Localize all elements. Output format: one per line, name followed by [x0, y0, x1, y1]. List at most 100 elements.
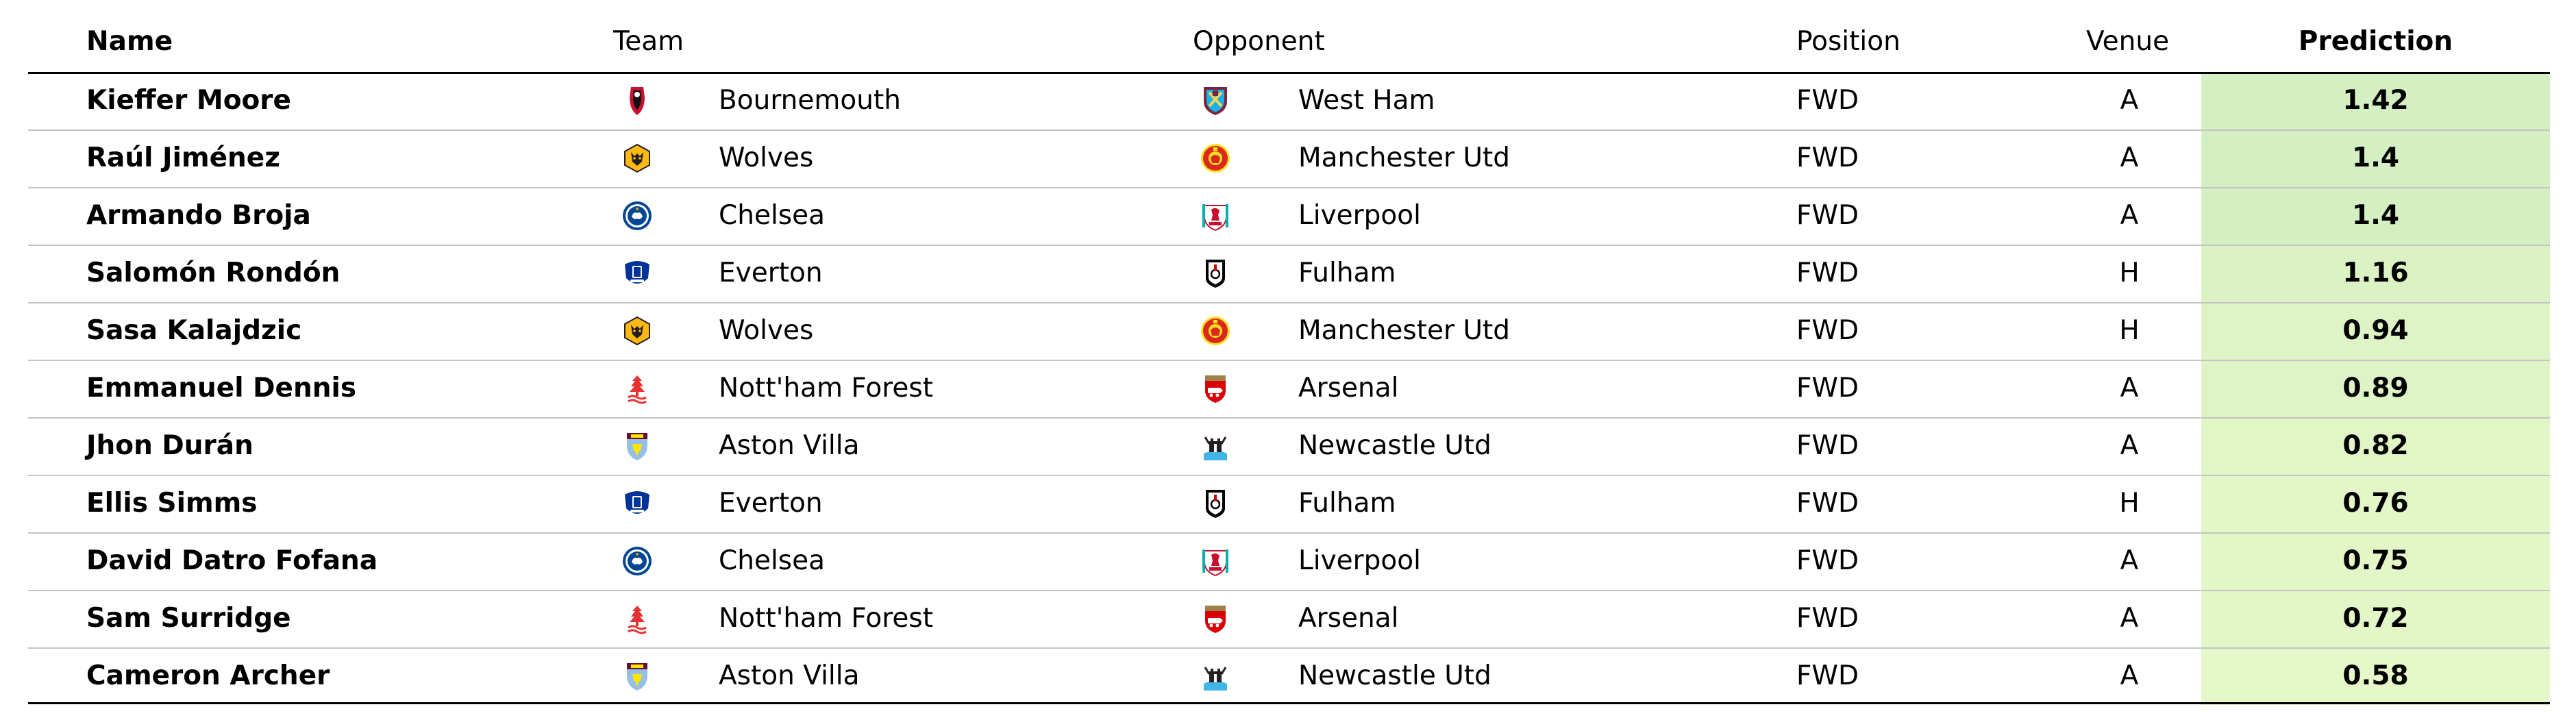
player-name: Armando Broja: [86, 200, 311, 231]
player-name: Emmanuel Dennis: [86, 373, 357, 404]
opponent-name: Arsenal: [1298, 373, 1399, 404]
manchester-utd-crest-icon: [1200, 142, 1231, 174]
prediction-cell-bg: [2201, 302, 2550, 360]
row-separator: [28, 360, 2550, 361]
wolves-crest-icon: [621, 142, 653, 174]
prediction-cell-bg: [2201, 187, 2550, 245]
position-value: FWD: [1796, 373, 1859, 404]
west-ham-crest-icon: [1204, 87, 1227, 115]
bottom-rule: [28, 702, 2550, 704]
venue-value: H: [2119, 488, 2140, 519]
prediction-value: 1.42: [2342, 85, 2409, 116]
prediction-cell-bg: [2201, 590, 2550, 647]
opponent-name: Fulham: [1298, 488, 1396, 519]
table-row: Emmanuel Dennis Nott'ham Forest Arsenal FWD…: [0, 360, 2576, 417]
prediction-cell-bg: [2201, 245, 2550, 302]
aston-villa-crest-icon: [621, 660, 653, 692]
liverpool-crest-icon: [1202, 549, 1228, 577]
opponent-name: Manchester Utd: [1298, 315, 1511, 346]
venue-value: H: [2119, 315, 2140, 346]
column-header-name: Name: [86, 26, 173, 57]
fulham-crest-icon: [1206, 490, 1225, 518]
row-separator: [28, 302, 2550, 303]
table-row: David Datro Fofana Chelsea Liverpool FWD A 0.…: [0, 532, 2576, 590]
opponent-name: West Ham: [1298, 85, 1435, 116]
manchester-utd-crest-icon: [1201, 144, 1230, 173]
newcastle-utd-crest-icon: [1200, 430, 1231, 462]
chelsea-crest-icon: [623, 201, 652, 230]
column-header-prediction: Prediction: [2298, 26, 2453, 57]
row-separator: [28, 532, 2550, 534]
fulham-crest-icon: [1200, 488, 1231, 519]
prediction-value: 1.4: [2351, 142, 2400, 173]
aston-villa-crest-icon: [627, 433, 647, 460]
bournemouth-crest-icon: [621, 85, 653, 116]
row-separator: [28, 417, 2550, 419]
prediction-value: 0.94: [2342, 315, 2409, 346]
position-value: FWD: [1796, 258, 1859, 288]
row-separator: [28, 475, 2550, 476]
liverpool-crest-icon: [1200, 545, 1231, 577]
everton-crest-icon: [625, 261, 649, 284]
position-value: FWD: [1796, 142, 1859, 173]
prediction-value: 0.82: [2342, 430, 2409, 461]
player-name: Cameron Archer: [86, 660, 330, 691]
team-name: Wolves: [719, 142, 814, 173]
player-name: Salomón Rondón: [86, 258, 340, 288]
table-row: Sasa Kalajdzic Wolves Manchester Utd FWD H 0.…: [0, 302, 2576, 360]
prediction-cell-bg: [2201, 475, 2550, 532]
arsenal-crest-icon: [1200, 373, 1231, 404]
table-row: Armando Broja Chelsea Liverpool FWD A 1.4: [0, 187, 2576, 245]
team-name: Nott'ham Forest: [719, 373, 934, 404]
venue-value: A: [2120, 142, 2139, 173]
west-ham-crest-icon: [1200, 85, 1231, 116]
chelsea-crest-icon: [621, 545, 653, 577]
arsenal-crest-icon: [1205, 375, 1226, 403]
prediction-value: 0.76: [2342, 488, 2409, 519]
team-name: Chelsea: [719, 200, 825, 231]
everton-crest-icon: [621, 258, 653, 289]
column-header-opponent: Opponent: [1193, 26, 1325, 57]
arsenal-crest-icon: [1200, 603, 1231, 634]
table-header: Name Team Opponent Position Venue Predic…: [0, 0, 2576, 73]
fulham-crest-icon: [1200, 258, 1231, 289]
table-row: Raúl Jiménez Wolves Manchester Utd FWD A 1.4: [0, 129, 2576, 187]
opponent-name: Manchester Utd: [1298, 142, 1511, 173]
venue-value: A: [2120, 85, 2139, 116]
venue-value: A: [2120, 373, 2139, 404]
manchester-utd-crest-icon: [1200, 315, 1231, 347]
nottm-forest-crest-icon: [628, 606, 647, 634]
row-separator: [28, 590, 2550, 591]
newcastle-utd-crest-icon: [1204, 436, 1227, 460]
liverpool-crest-icon: [1200, 200, 1231, 232]
opponent-name: Fulham: [1298, 258, 1396, 288]
prediction-value: 1.4: [2351, 200, 2400, 231]
player-name: Raúl Jiménez: [86, 142, 280, 173]
newcastle-utd-crest-icon: [1200, 660, 1231, 692]
prediction-value: 1.16: [2342, 258, 2409, 288]
wolves-crest-icon: [624, 316, 650, 346]
chelsea-crest-icon: [623, 547, 652, 575]
venue-value: A: [2120, 545, 2139, 576]
table-row: Salomón Rondón Everton Fulham FWD H 1.16: [0, 245, 2576, 302]
position-value: FWD: [1796, 315, 1859, 346]
table-row: Ellis Simms Everton Fulham FWD H 0.76: [0, 475, 2576, 532]
nottm-forest-crest-icon: [621, 603, 653, 634]
team-name: Nott'ham Forest: [719, 603, 934, 634]
nottm-forest-crest-icon: [621, 373, 653, 404]
everton-crest-icon: [621, 488, 653, 519]
player-name: Sam Surridge: [86, 603, 291, 634]
position-value: FWD: [1796, 85, 1859, 116]
table-row: Cameron Archer Aston Villa Newcastle Utd FW…: [0, 647, 2576, 705]
player-name: Ellis Simms: [86, 488, 258, 519]
liverpool-crest-icon: [1202, 204, 1228, 232]
team-name: Aston Villa: [719, 430, 860, 461]
position-value: FWD: [1796, 660, 1859, 691]
position-value: FWD: [1796, 430, 1859, 461]
team-name: Bournemouth: [719, 85, 901, 116]
player-name: Kieffer Moore: [86, 85, 291, 116]
row-separator: [28, 187, 2550, 188]
everton-crest-icon: [625, 491, 649, 514]
position-value: FWD: [1796, 200, 1859, 231]
position-value: FWD: [1796, 603, 1859, 634]
